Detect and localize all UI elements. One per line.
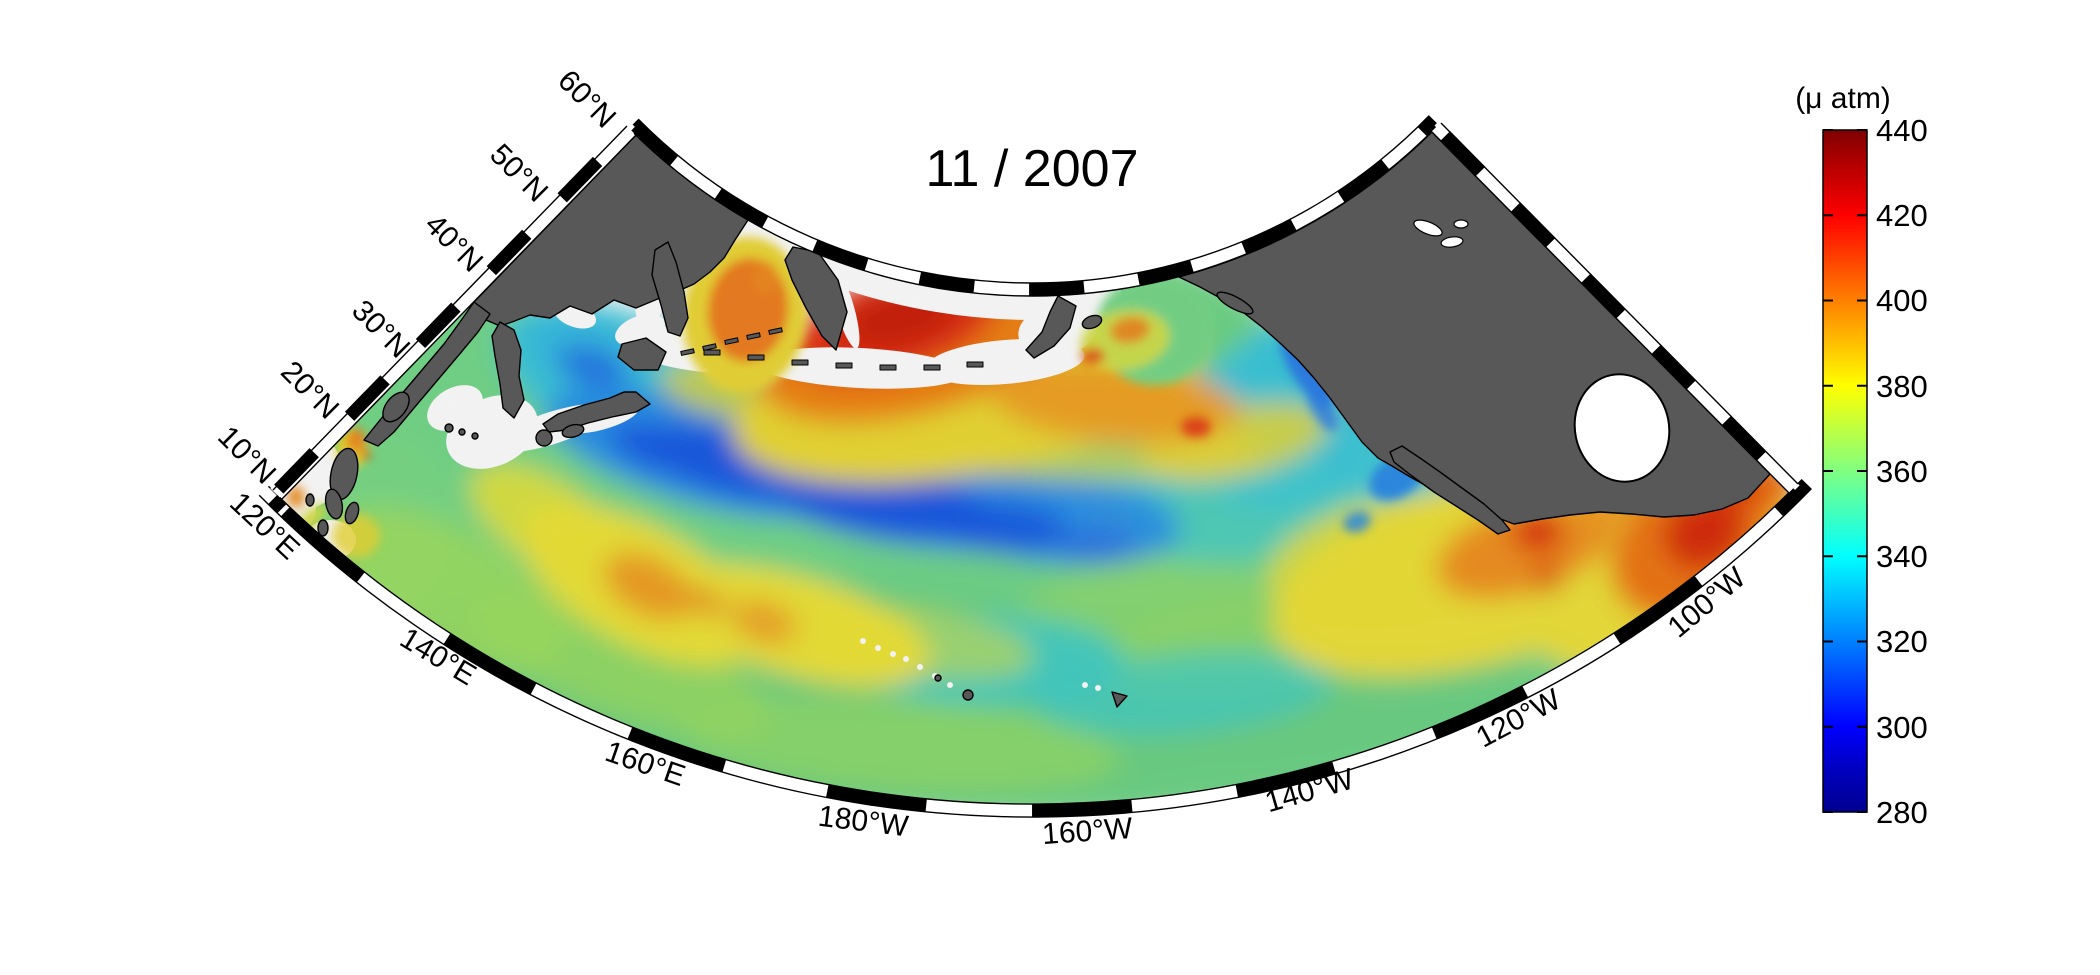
- lon-label-160w: 160°W: [1041, 812, 1134, 851]
- colorbar-tick-420: 420: [1876, 198, 1928, 233]
- plot-title: 11 / 2007: [925, 140, 1138, 198]
- colorbar-tick-360: 360: [1876, 454, 1928, 489]
- colorbar-tick-440: 440: [1876, 113, 1928, 148]
- colorbar-tick-400: 400: [1876, 283, 1928, 318]
- colorbar-tick-340: 340: [1876, 539, 1928, 574]
- colorbar-tick-labels: 440 420 400 380 360 340 320 300 280: [1876, 113, 1928, 830]
- colorbar-units-label: (μ atm): [1795, 82, 1891, 115]
- lat-label-50n: 50°N: [483, 138, 554, 209]
- land-water-bodies: [1413, 219, 1671, 483]
- colorbar-tick-300: 300: [1876, 710, 1928, 745]
- map-wedge: [282, 132, 1789, 804]
- lat-label-10n: 10°N: [211, 420, 282, 491]
- colorbar: (μ atm) 440 420 400 380 360 340 320 300 …: [1795, 82, 1928, 830]
- map-frame: [258, 115, 1812, 818]
- colorbar-tick-marks: [1823, 129, 1867, 813]
- colorbar-tick-320: 320: [1876, 624, 1928, 659]
- lat-label-60n: 60°N: [551, 64, 622, 135]
- lat-label-40n: 40°N: [418, 208, 489, 279]
- colorbar-tick-380: 380: [1876, 369, 1928, 404]
- lat-label-20n: 20°N: [274, 355, 345, 426]
- colorbar-tick-280: 280: [1876, 795, 1928, 830]
